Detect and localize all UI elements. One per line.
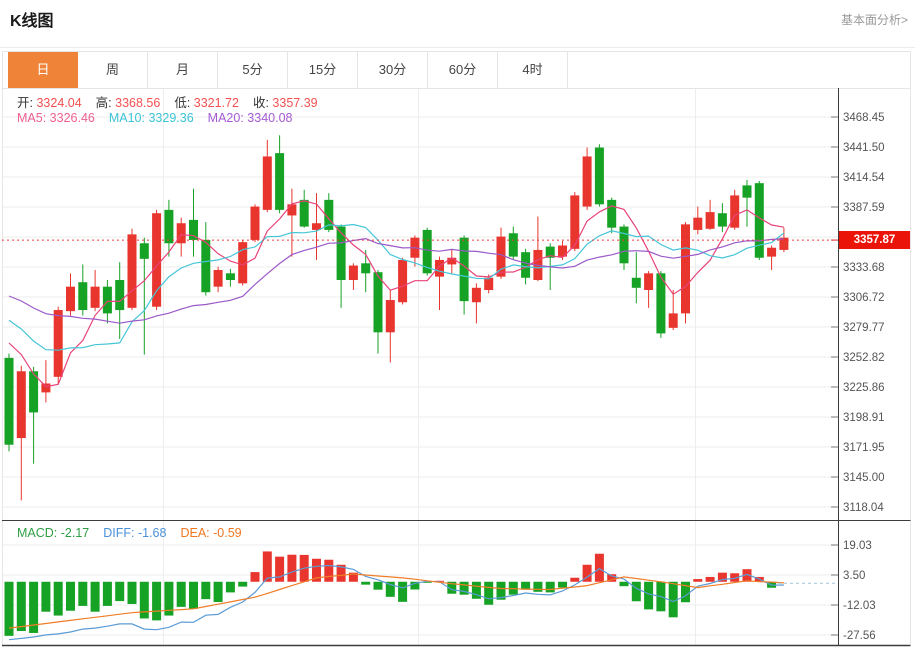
tab-周[interactable]: 周 (78, 52, 148, 88)
current-price-badge: 3357.87 (839, 231, 910, 249)
svg-text:-27.56: -27.56 (843, 630, 876, 642)
svg-text:3252.82: 3252.82 (843, 352, 885, 364)
tab-5分[interactable]: 5分 (218, 52, 288, 88)
tab-日[interactable]: 日 (8, 52, 78, 88)
svg-text:3306.72: 3306.72 (843, 292, 885, 304)
page-title: K线图 (10, 13, 54, 30)
fundamental-analysis-link[interactable]: 基本面分析> (840, 13, 908, 27)
ohlc-readout-item-1: 高: 3368.56 (95, 96, 161, 110)
tab-4时[interactable]: 4时 (498, 52, 568, 88)
svg-text:3414.54: 3414.54 (843, 172, 885, 184)
tab-30分[interactable]: 30分 (358, 52, 428, 88)
ma-readout-item-2: MA20: 3340.08 (207, 111, 293, 125)
ohlc-readout-item-2: 低: 3321.72 (174, 96, 239, 110)
svg-text:19.03: 19.03 (843, 540, 872, 552)
ohlc-readout: 开: 3324.04 高: 3368.56 低: 3321.72 收: 3357.39 (17, 92, 332, 111)
ma-readout: MA5: 3326.46 MA10: 3329.36 MA20: 3340.08 (17, 111, 306, 125)
svg-text:3333.68: 3333.68 (843, 262, 885, 274)
macd-readout-item-1: DIFF: -1.68 (103, 526, 167, 540)
ohlc-readout-item-0: 开: 3324.04 (17, 96, 82, 110)
svg-text:3.50: 3.50 (843, 570, 865, 582)
svg-text:3171.95: 3171.95 (843, 442, 885, 454)
ma-readout-item-1: MA10: 3329.36 (108, 111, 194, 125)
svg-text:3279.77: 3279.77 (843, 322, 885, 334)
svg-text:3145.00: 3145.00 (843, 472, 885, 484)
macd-readout-item-2: DEA: -0.59 (180, 526, 242, 540)
macd-readout-item-0: MACD: -2.17 (17, 526, 90, 540)
svg-text:-12.03: -12.03 (843, 600, 876, 612)
svg-text:3225.86: 3225.86 (843, 382, 885, 394)
svg-text:3441.50: 3441.50 (843, 142, 885, 154)
macd-readout: MACD: -2.17 DIFF: -1.68 DEA: -0.59 (17, 526, 256, 540)
timeframe-tab-bar: 日周月 5分 15分 30分 60分 4时 (8, 52, 568, 88)
svg-text:3118.04: 3118.04 (843, 502, 884, 514)
tab-月[interactable]: 月 (148, 52, 218, 88)
ma-readout-item-0: MA5: 3326.46 (17, 111, 95, 125)
tab-60分[interactable]: 60分 (428, 52, 498, 88)
tab-15分[interactable]: 15分 (288, 52, 358, 88)
svg-text:3468.45: 3468.45 (843, 112, 885, 124)
svg-text:3387.59: 3387.59 (843, 202, 885, 214)
ohlc-readout-item-3: 收: 3357.39 (252, 96, 318, 110)
svg-text:3198.91: 3198.91 (843, 412, 885, 424)
